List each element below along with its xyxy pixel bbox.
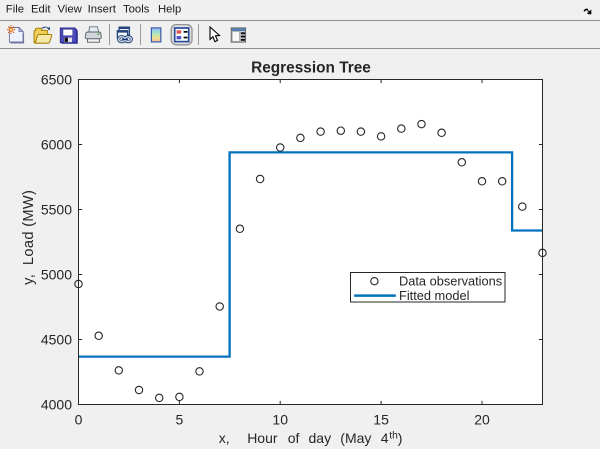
svg-text:Regression Tree: Regression Tree [251,60,371,77]
svg-text:5500: 5500 [41,202,72,218]
svg-text:View: View [58,4,83,16]
svg-text:Insert: Insert [88,4,117,16]
svg-text:4500: 4500 [41,332,72,348]
svg-text:5000: 5000 [41,267,72,283]
svg-text:Data observations: Data observations [399,274,502,289]
svg-text:10: 10 [272,411,288,427]
svg-text:Hour: Hour [247,430,278,446]
svg-text:6000: 6000 [41,137,72,153]
svg-text:of: of [288,430,300,446]
svg-text:(May: (May [340,430,371,446]
svg-text:Fitted model: Fitted model [399,288,469,303]
svg-text:): ) [398,430,403,446]
svg-text:6500: 6500 [41,72,72,88]
svg-text:15: 15 [373,411,389,427]
svg-text:day: day [309,430,332,446]
svg-text:5: 5 [176,411,184,427]
svg-text:th: th [389,430,398,441]
svg-text:Tools: Tools [123,4,150,16]
svg-text:x,: x, [219,430,230,446]
svg-text:4: 4 [381,430,389,446]
svg-text:Edit: Edit [31,4,51,16]
svg-text:0: 0 [75,411,83,427]
svg-text:4000: 4000 [41,397,72,413]
svg-text:Help: Help [158,4,181,16]
svg-text:20: 20 [474,411,490,427]
svg-text:File: File [6,4,24,16]
svg-text:y, Load (MW): y, Load (MW) [21,190,37,285]
